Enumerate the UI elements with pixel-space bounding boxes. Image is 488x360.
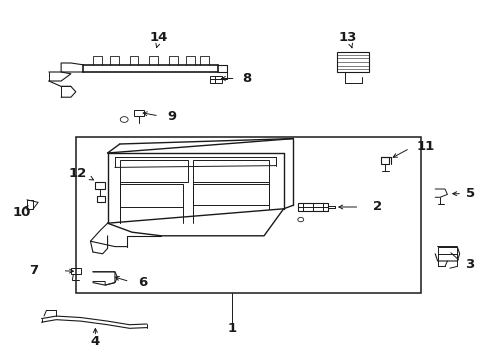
Text: 10: 10	[12, 206, 31, 219]
Text: 9: 9	[167, 111, 176, 123]
Bar	[120, 160, 188, 182]
Text: 12: 12	[69, 167, 87, 180]
Text: 14: 14	[149, 31, 168, 44]
Text: 3: 3	[465, 258, 474, 271]
Text: 13: 13	[338, 31, 357, 44]
Bar	[120, 184, 183, 207]
Bar	[76, 137, 420, 293]
Text: 5: 5	[465, 187, 474, 200]
Bar	[193, 184, 268, 205]
Bar	[193, 160, 268, 182]
Text: 2: 2	[372, 201, 381, 213]
Text: 8: 8	[242, 72, 251, 85]
Text: 11: 11	[416, 140, 434, 153]
Text: 6: 6	[138, 276, 147, 289]
Text: 7: 7	[29, 264, 38, 277]
Text: 1: 1	[227, 322, 236, 335]
Bar	[337, 52, 368, 72]
Text: 4: 4	[91, 335, 100, 348]
